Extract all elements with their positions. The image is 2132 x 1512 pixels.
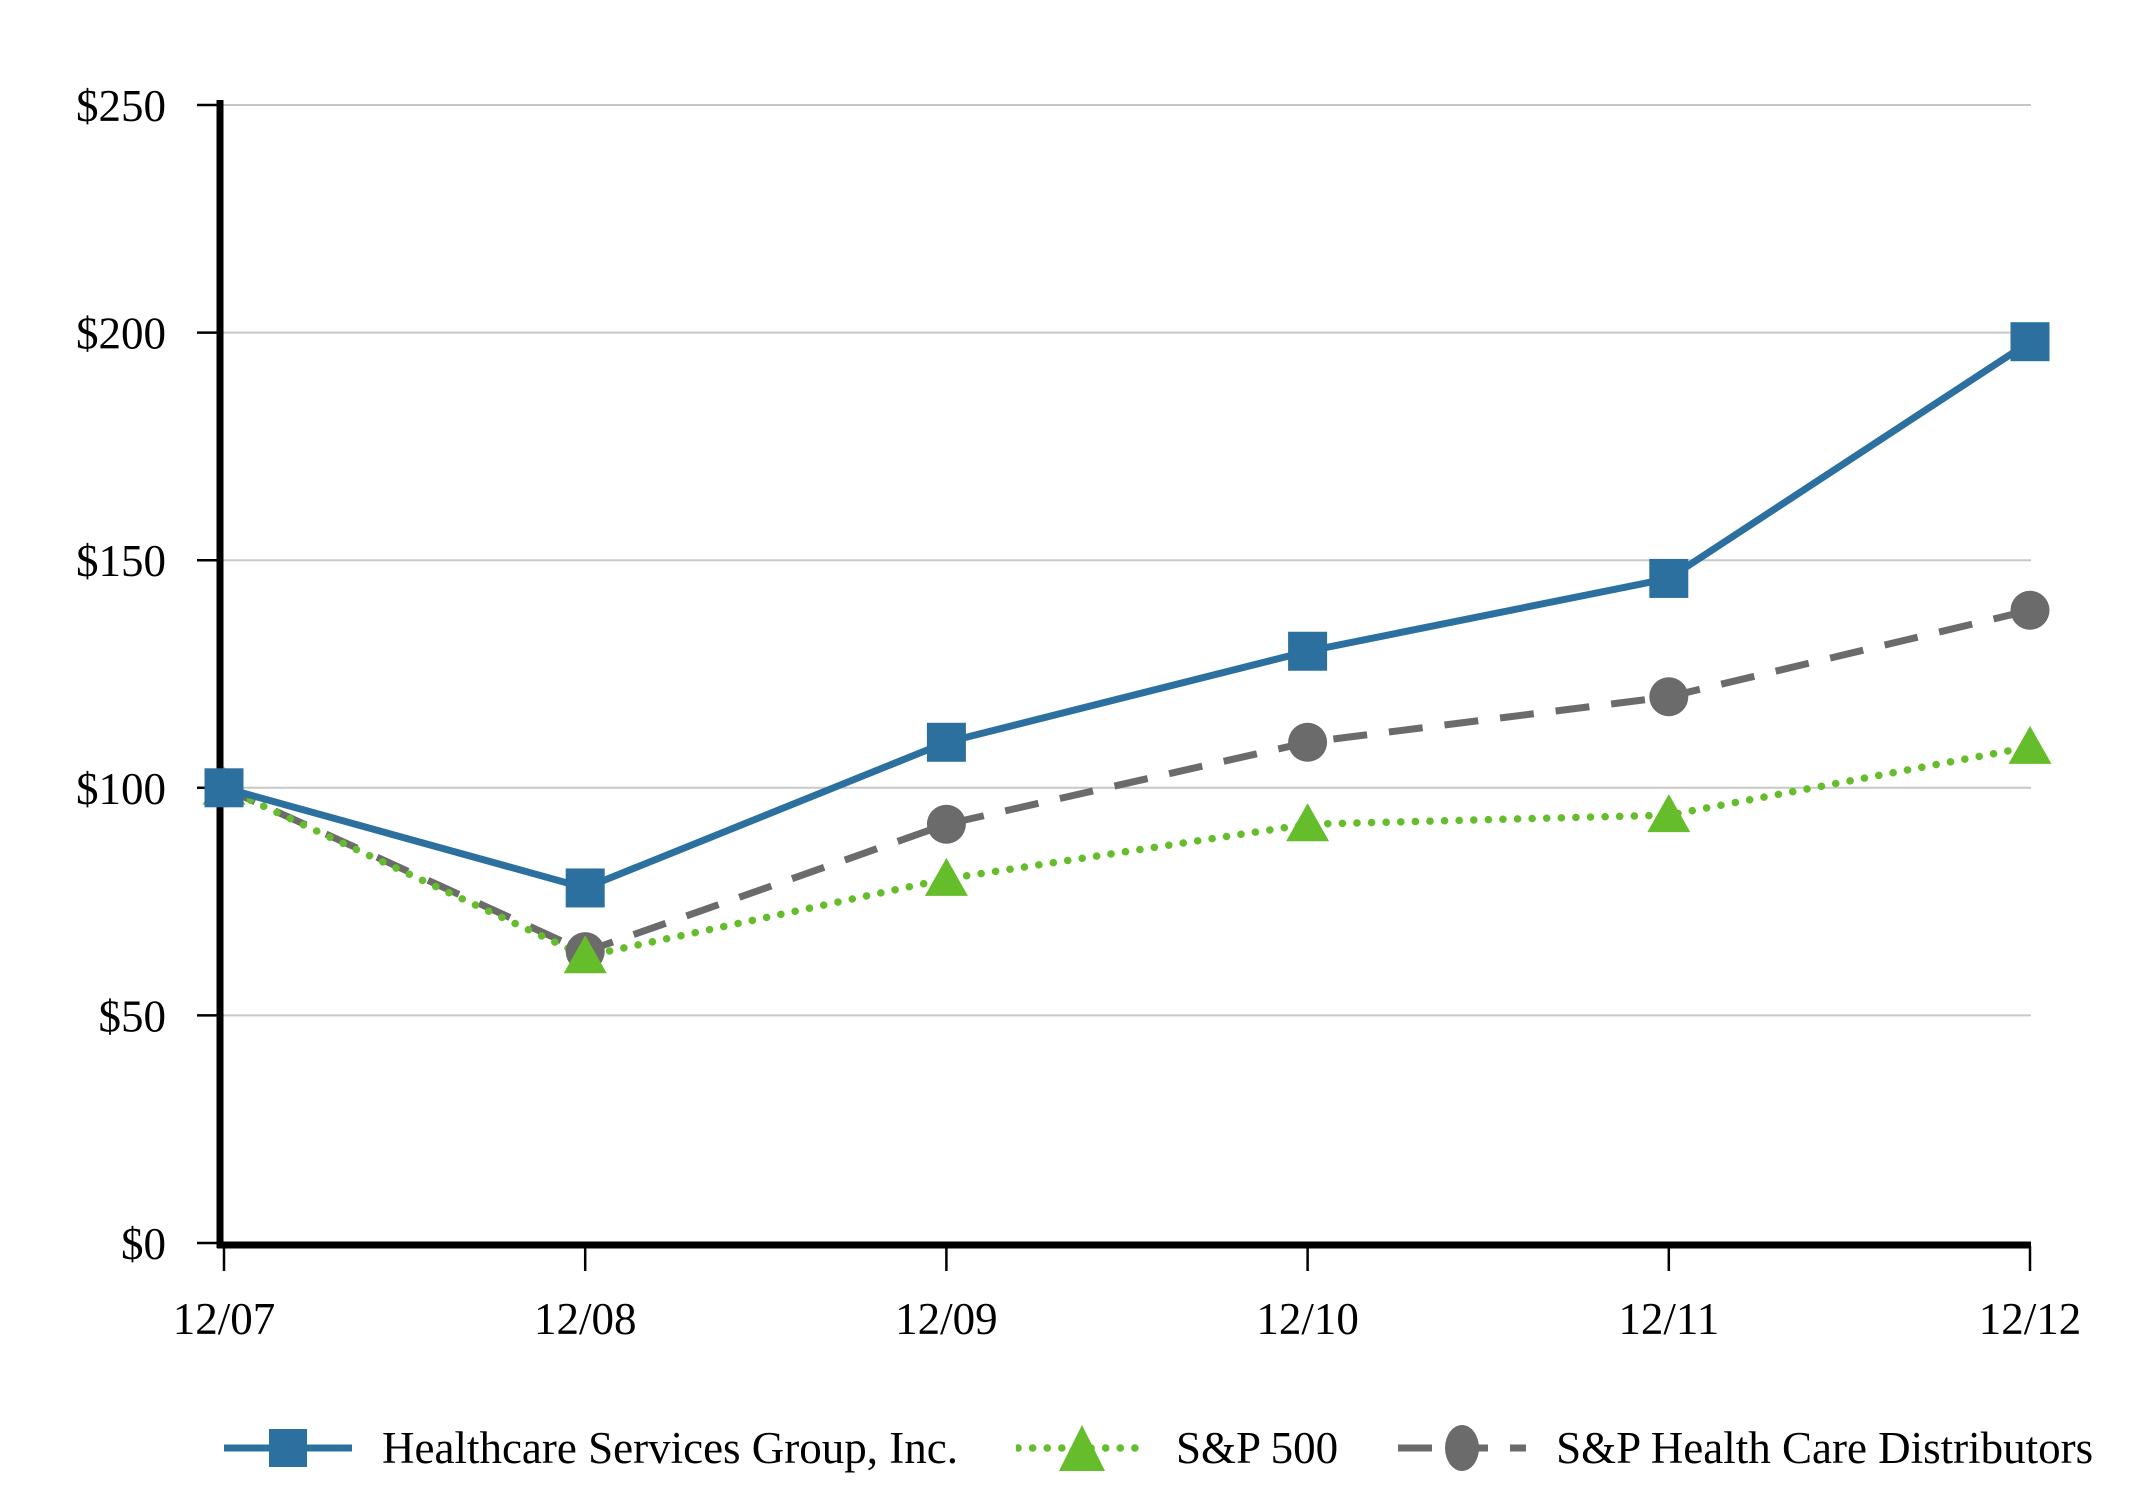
y-tick-label-150: $150	[76, 536, 166, 586]
marker-circle-s-p-health-care-distributors-12-09	[926, 804, 966, 844]
chart-legend: Healthcare Services Group, Inc. S&P 500 S&…	[0, 1416, 2132, 1480]
x-tick-label-12-10: 12/10	[1256, 1294, 1359, 1344]
y-tick-label-250: $250	[76, 81, 166, 131]
marker-triangle-s-p-500-12-09	[924, 857, 968, 896]
marker-square-healthcare-services-group-inc-12-11	[1649, 558, 1689, 598]
legend-item-healthcare-services-group-inc: Healthcare Services Group, Inc.	[222, 1416, 958, 1480]
series-line-healthcare-services-group-inc	[223, 338, 2032, 892]
y-tick-label-50: $50	[99, 991, 167, 1041]
y-tick-label-100: $100	[76, 764, 166, 814]
marker-triangle-s-p-500-12-11	[1647, 794, 1691, 833]
marker-triangle-s-p-500-12-10	[1286, 803, 1330, 842]
x-tick-label-12-12: 12/12	[1979, 1294, 2082, 1344]
y-tick-label-200: $200	[76, 309, 166, 359]
marker-triangle-s-p-500-12-12	[2008, 725, 2052, 764]
marker-square-healthcare-services-group-inc-12-08	[565, 868, 605, 908]
marker-circle-s-p-health-care-distributors-12-12	[2010, 590, 2050, 630]
legend-item-s-p-500: S&P 500	[1016, 1416, 1338, 1480]
x-tick-label-12-09: 12/09	[895, 1294, 998, 1344]
legend-swatch-circle-icon	[1398, 1425, 1527, 1471]
marker-circle-s-p-health-care-distributors-12-11	[1649, 677, 1689, 717]
square-marker-icon	[269, 1429, 307, 1467]
marker-square-healthcare-services-group-inc-12-12	[2010, 322, 2050, 362]
x-tick-label-12-07: 12/07	[173, 1294, 276, 1344]
y-tick-label-0: $0	[121, 1219, 166, 1269]
x-tick-label-12-08: 12/08	[534, 1294, 637, 1344]
series-line-s-p-health-care-distributors	[222, 606, 2031, 956]
marker-square-healthcare-services-group-inc-12-07	[204, 768, 244, 808]
legend-item-s-p-health-care-distributors: S&P Health Care Distributors	[1396, 1416, 2093, 1480]
legend-label-healthcare-services-group-inc: Healthcare Services Group, Inc.	[382, 1422, 958, 1473]
circle-marker-icon	[1445, 1425, 1480, 1471]
legend-label-s-p-health-care-distributors: S&P Health Care Distributors	[1556, 1422, 2094, 1473]
legend-swatch-triangle-icon	[1016, 1425, 1148, 1471]
triangle-marker-icon	[1059, 1425, 1105, 1471]
marker-square-healthcare-services-group-inc-12-09	[926, 722, 966, 762]
marker-triangle-s-p-500-12-08	[563, 935, 607, 974]
marker-square-healthcare-services-group-inc-12-10	[1288, 631, 1328, 671]
legend-swatch-square-icon	[224, 1429, 352, 1467]
legend-label-s-p-500: S&P 500	[1176, 1422, 1339, 1473]
series-line-s-p-500	[220, 743, 2034, 961]
marker-circle-s-p-health-care-distributors-12-10	[1288, 722, 1328, 762]
x-tick-label-12-11: 12/11	[1618, 1294, 1719, 1344]
